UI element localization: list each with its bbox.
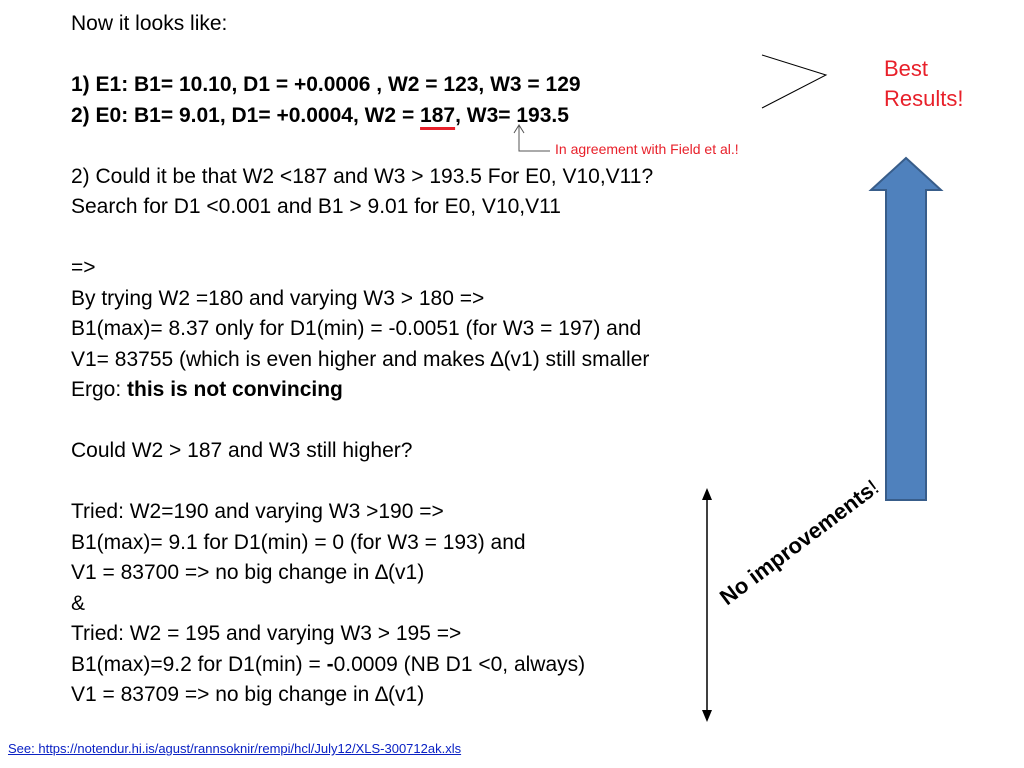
text-line: 2) Could it be that W2 <187 and W3 > 193… [71, 162, 653, 193]
text-segment: Tried: W2 = 195 and varying W3 > 195 => [71, 622, 462, 645]
text-segment: B1(max)= 8.37 only for D1(min) = -0.0051… [71, 317, 642, 340]
text-line: & [71, 589, 653, 620]
text-segment: Ergo: [71, 378, 128, 401]
text-segment: 1) E1: B1= 10.10, D1 = +0.0006 , W2 = 12… [71, 73, 581, 96]
best-results-label: Best Results! [884, 54, 963, 114]
agreement-note: In agreement with Field et al.! [555, 141, 739, 157]
text-segment: Could W2 > 187 and W3 still higher? [71, 439, 413, 462]
text-segment: Tried: W2=190 and varying W3 >190 => [71, 500, 444, 523]
pointer-arrow-icon [513, 124, 550, 152]
text-line: B1(max)= 8.37 only for D1(min) = -0.0051… [71, 314, 653, 345]
text-segment: B1(max)=9.2 for D1(min) = [71, 652, 327, 676]
text-segment: Now it looks like: [71, 12, 228, 35]
text-line: Tried: W2=190 and varying W3 >190 => [71, 497, 653, 528]
text-segment: & [71, 591, 86, 615]
text-segment: 0.0009 (NB D1 <0, always) [333, 652, 586, 676]
double-arrow-icon [702, 488, 712, 722]
text-segment: => [71, 256, 96, 279]
text-segment: this is not convincing [127, 378, 343, 401]
text-line: 1) E1: B1= 10.10, D1 = +0.0006 , W2 = 12… [71, 70, 653, 101]
text-segment: By trying W2 =180 and varying W3 > 180 =… [71, 286, 485, 310]
text-line: Ergo: this is not convincing [71, 375, 653, 406]
text-line: V1 = 83700 => no big change in ∆(v1) [71, 558, 653, 589]
text-segment: 2) E0: B1= 9.01, D1= +0.0004, W2 = [71, 103, 421, 127]
text-line: By trying W2 =180 and varying W3 > 180 =… [71, 284, 653, 315]
slide-body: Now it looks like: 1) E1: B1= 10.10, D1 =… [71, 9, 653, 711]
text-line: => [71, 253, 653, 284]
text-line: V1 = 83709 => no big change in ∆(v1) [71, 680, 653, 711]
see-link[interactable]: See: https://notendur.hi.is/agust/rannso… [8, 741, 462, 756]
text-line: Now it looks like: [71, 9, 653, 40]
text-line: Tried: W2 = 195 and varying W3 > 195 => [71, 619, 653, 650]
text-line: B1(max)= 9.1 for D1(min) = 0 (for W3 = 1… [71, 528, 653, 559]
text-segment: V1 = 83700 => no big change in ∆(v1) [71, 561, 425, 584]
text-segment: V1= 83755 (which is even higher and make… [71, 347, 650, 371]
text-line: B1(max)=9.2 for D1(min) = -0.0009 (NB D1… [71, 650, 653, 681]
text-segment: V1 = 83709 => no big change in ∆(v1) [71, 683, 425, 706]
text-line: Could W2 > 187 and W3 still higher? [71, 436, 653, 467]
text-line: Search for D1 <0.001 and B1 > 9.01 for E… [71, 192, 653, 223]
text-segment: - [326, 652, 334, 676]
best-results-line-2: Results! [884, 86, 964, 111]
text-line: 2) E0: B1= 9.01, D1= +0.0004, W2 = 187, … [71, 101, 653, 132]
up-arrow-icon [868, 156, 944, 501]
chevron-bracket-icon [761, 54, 828, 109]
best-results-line-1: Best [884, 56, 929, 81]
text-segment: 2) Could it be that W2 <187 and W3 > 193… [71, 164, 654, 188]
text-segment: 187 [420, 103, 456, 127]
text-segment: Search for D1 <0.001 and B1 > 9.01 for E… [71, 195, 561, 218]
text-line: V1= 83755 (which is even higher and make… [71, 345, 653, 376]
text-segment: , W3= 193.5 [455, 103, 569, 127]
text-segment: B1(max)= 9.1 for D1(min) = 0 (for W3 = 1… [71, 530, 526, 554]
